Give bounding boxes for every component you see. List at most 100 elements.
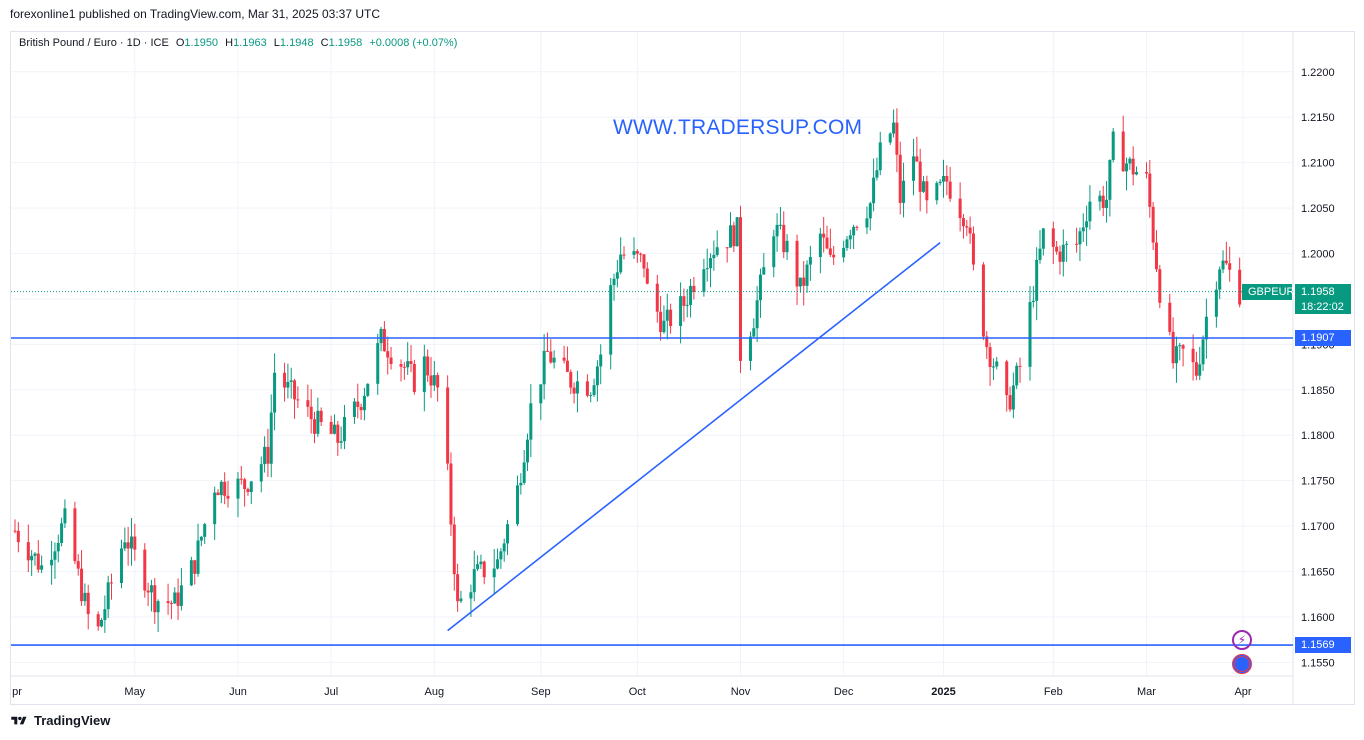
y-tick-label: 1.2200 (1301, 67, 1335, 79)
candle-body (945, 175, 949, 182)
candle-body (729, 225, 733, 248)
candle-body (452, 524, 456, 575)
x-tick-label: Apr (1234, 686, 1251, 698)
x-tick-label: 2025 (931, 686, 955, 698)
candle-body (1191, 348, 1195, 363)
candle-body (73, 508, 77, 562)
candle-body (402, 366, 406, 368)
candle-body (356, 401, 360, 407)
candle-body (479, 561, 483, 565)
candle-body (805, 264, 809, 286)
candle-body (236, 478, 240, 499)
candle-body (193, 560, 197, 574)
candle-body (86, 592, 90, 615)
candle-body (263, 446, 267, 465)
x-tick-label: Nov (731, 686, 751, 698)
candle-body (995, 361, 999, 367)
candle-body (795, 240, 799, 287)
candle-body (565, 360, 569, 372)
x-tick-label: Sep (531, 686, 551, 698)
candle-body (569, 371, 573, 388)
candle-body (522, 462, 526, 483)
publisher-header: forexonline1 published on TradingView.co… (10, 7, 381, 21)
candle-body (1204, 316, 1208, 340)
candle-body (1078, 231, 1082, 245)
candle-body (589, 394, 593, 396)
candle-body (482, 561, 486, 578)
candle-body (705, 268, 709, 270)
candle-body (918, 161, 922, 192)
candle-body (203, 524, 207, 537)
candle-body (1194, 362, 1198, 376)
footer-brand: TradingView (34, 713, 111, 728)
candle-body (732, 225, 736, 247)
candle-body (1224, 260, 1228, 264)
candle-body (149, 585, 153, 593)
y-tick-label: 1.1650 (1301, 567, 1335, 579)
candle-body (456, 574, 460, 602)
watermark-text: WWW.TRADERSUP.COM (613, 116, 863, 139)
candle-body (1085, 221, 1089, 228)
candle-body (852, 226, 856, 236)
candle-body (828, 248, 832, 255)
globe-icon[interactable] (1232, 654, 1252, 674)
candle-body (216, 492, 220, 496)
candle-body (948, 181, 952, 199)
candle-body (472, 569, 476, 593)
candle-body (669, 309, 673, 327)
change-value: +0.0008 (+0.07%) (369, 37, 458, 49)
candle-body (379, 328, 383, 344)
candle-body (725, 247, 729, 249)
candle-body (1058, 251, 1062, 262)
x-tick-label: Dec (834, 686, 854, 698)
candle-body (575, 381, 579, 394)
candle-body (506, 524, 510, 544)
close-value: 1.1958 (328, 37, 363, 49)
candle-body (542, 350, 546, 385)
chart-frame[interactable]: 1.2200 1.2150 1.2100 1.2050 1.2000 1.1950 1.19… (10, 31, 1355, 705)
lightning-icon[interactable]: ⚡ (1232, 630, 1252, 650)
y-tick-label: 1.1550 (1301, 657, 1335, 669)
candle-body (366, 383, 370, 396)
current-price-tag: 1.1958 (1295, 283, 1351, 299)
high-value: 1.1963 (233, 37, 267, 49)
candle-body (106, 582, 110, 610)
candle-body (13, 530, 17, 532)
candle-body (126, 542, 130, 549)
candle-body (539, 384, 543, 404)
candle-body (898, 154, 902, 203)
candle-body (1055, 246, 1059, 252)
tradingview-logo-icon (11, 716, 27, 724)
candle-body (246, 489, 250, 493)
candle-body (599, 354, 603, 367)
candle-body (40, 565, 44, 570)
candle-body (213, 492, 217, 525)
candle-body (296, 399, 300, 401)
candle-body (1158, 269, 1162, 303)
candle-body (406, 361, 410, 368)
candle-body (313, 419, 317, 434)
candle-body (785, 240, 789, 253)
candle-body (269, 412, 273, 464)
candle-body (609, 285, 613, 355)
candle-body (359, 406, 363, 411)
y-tick-label: 1.1750 (1301, 476, 1335, 488)
low-label: L (273, 37, 280, 49)
candle-body (1011, 385, 1015, 410)
candle-body (1108, 159, 1112, 200)
candle-body (352, 401, 356, 417)
candle-body (196, 540, 200, 574)
candle-body (892, 122, 896, 134)
candle-body (153, 585, 157, 613)
candle-body (289, 380, 293, 382)
candle-body (492, 568, 496, 578)
candle-body (902, 180, 906, 203)
candle-body (429, 375, 433, 386)
candle-body (1105, 199, 1109, 208)
candle-body (189, 560, 193, 586)
price-chart[interactable]: 1.2200 1.2150 1.2100 1.2050 1.2000 1.1950 1.19… (11, 32, 1354, 704)
candle-body (103, 609, 107, 620)
candle-body (1131, 158, 1135, 175)
candle-body (1228, 263, 1232, 270)
candle-body (612, 278, 616, 286)
